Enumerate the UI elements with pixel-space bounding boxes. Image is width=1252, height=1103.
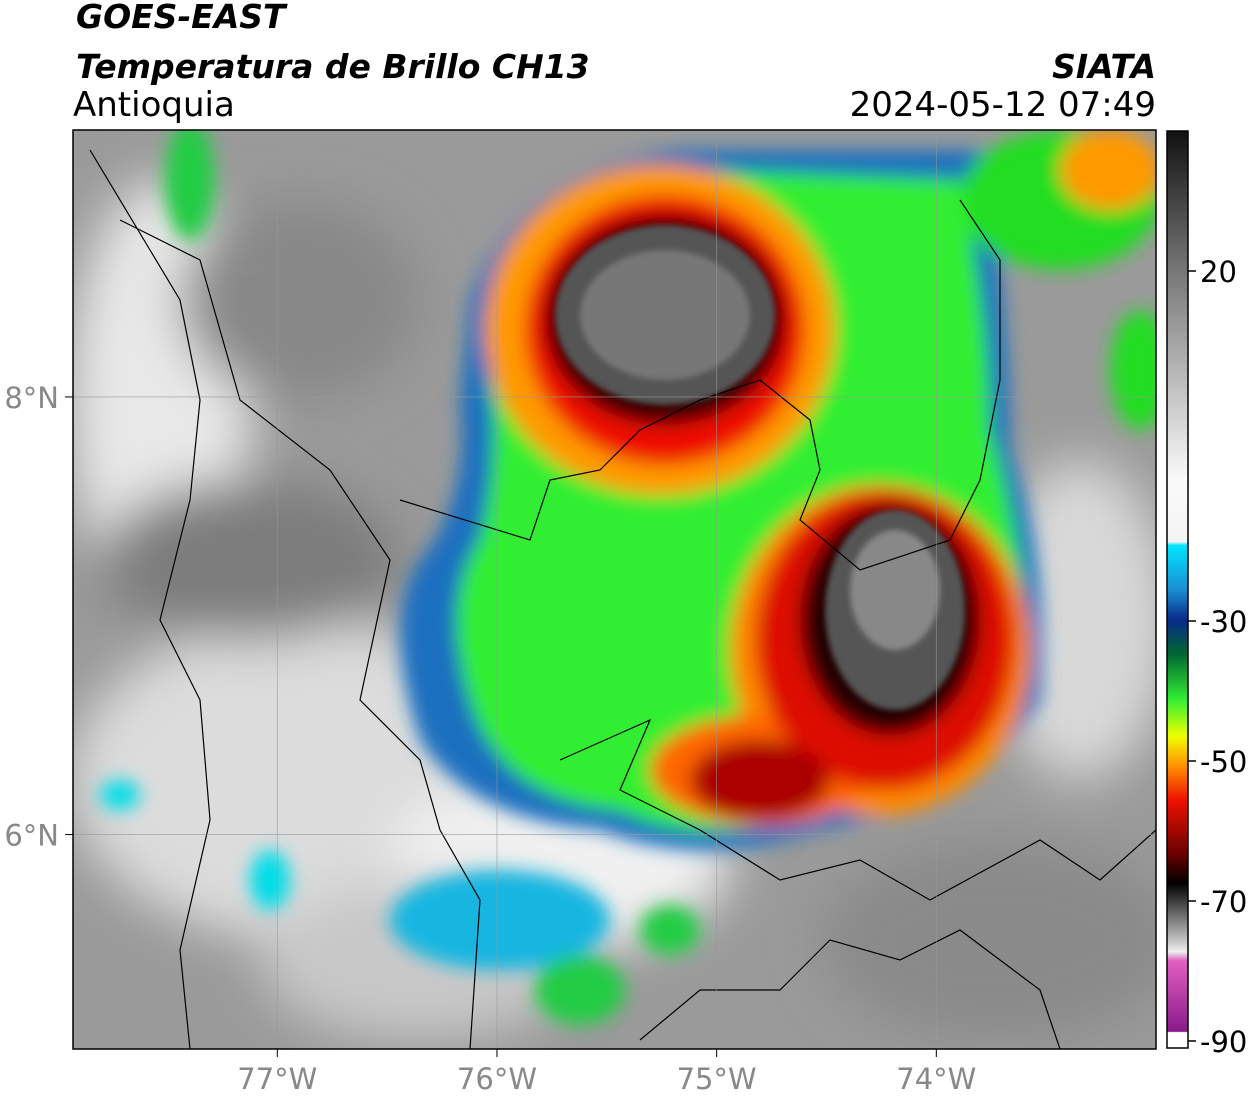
source: SIATA	[1052, 47, 1156, 86]
colorbar-tick-label: -70	[1200, 885, 1247, 919]
region: Antioquia	[73, 85, 235, 125]
subtitle: Temperatura de Brillo CH13	[76, 47, 590, 86]
y-tick-label: 6°N	[4, 819, 59, 853]
x-tick-label: 74°W	[896, 1062, 976, 1096]
y-tick-label: 8°N	[4, 381, 59, 415]
colorbar	[1166, 130, 1189, 1049]
satellite-image	[73, 130, 1156, 1049]
x-tick-label: 77°W	[237, 1062, 317, 1096]
map-frame	[72, 129, 1157, 1050]
timestamp: 2024-05-12 07:49	[850, 85, 1156, 125]
colorbar-tick-label: -30	[1200, 605, 1247, 639]
colorbar-tick-label: 20	[1200, 255, 1237, 289]
title: GOES-EAST	[76, 0, 288, 36]
x-tick-label: 76°W	[457, 1062, 537, 1096]
colorbar-tick-label: -90	[1200, 1025, 1247, 1059]
colorbar-tick-label: -50	[1200, 745, 1247, 779]
x-tick-label: 75°W	[677, 1062, 757, 1096]
